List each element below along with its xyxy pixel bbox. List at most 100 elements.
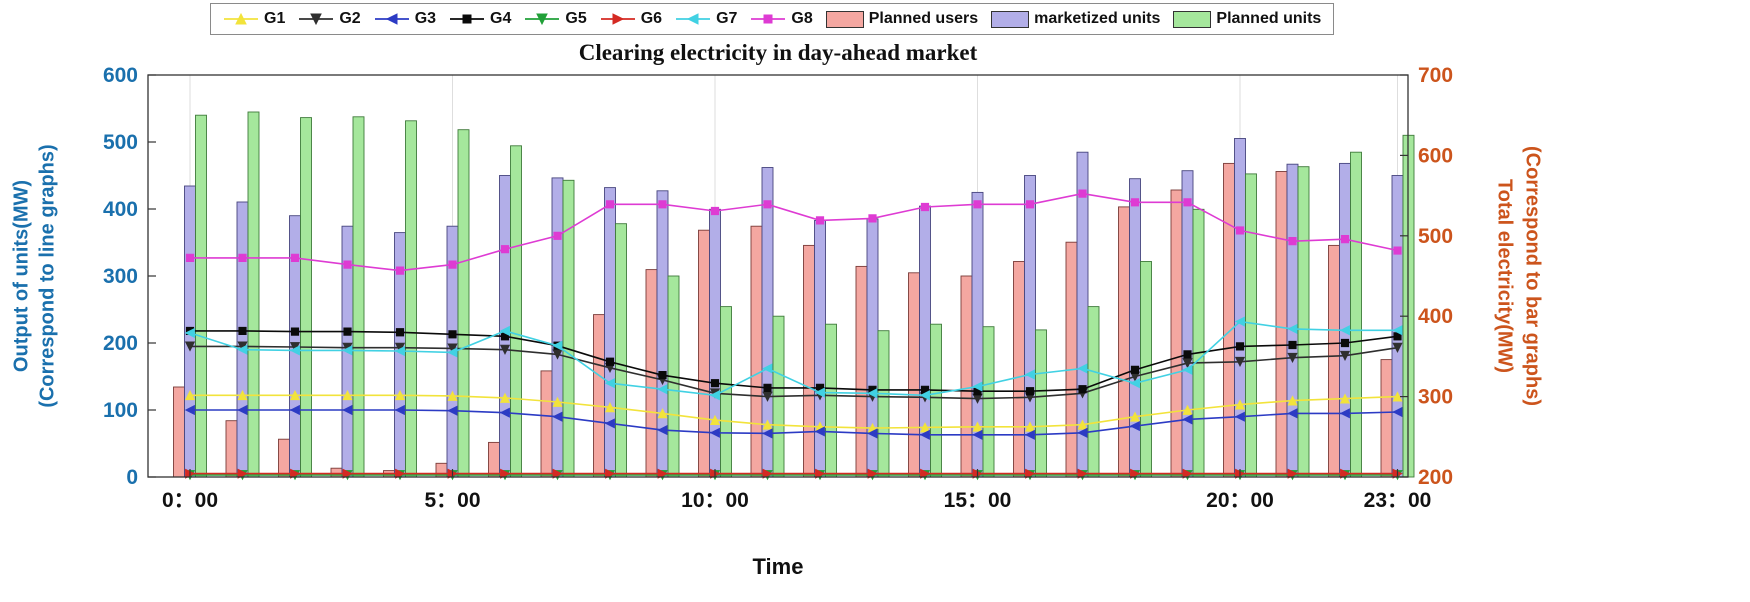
triangle-right-marker-icon bbox=[1130, 468, 1141, 479]
bar bbox=[352, 116, 365, 478]
triangle-left-marker-icon bbox=[447, 347, 458, 358]
g6-triangle-right-icon bbox=[600, 13, 635, 25]
bar bbox=[960, 275, 973, 478]
triangle-up-marker-icon bbox=[1287, 395, 1298, 406]
bar bbox=[225, 420, 238, 478]
triangle-left-marker-icon bbox=[709, 390, 720, 401]
g4-square-icon bbox=[450, 14, 485, 24]
triangle-left-marker-icon bbox=[1182, 414, 1193, 425]
square-marker-icon bbox=[1130, 198, 1140, 207]
triangle-up-marker-icon bbox=[919, 422, 931, 433]
g1-triangle-up-icon bbox=[224, 12, 258, 25]
legend-item-g4: G4 bbox=[449, 10, 511, 28]
line-path bbox=[190, 409, 1398, 436]
triangle-left-marker-icon bbox=[394, 404, 405, 416]
triangle-right-marker-icon bbox=[342, 468, 353, 479]
square-marker-icon bbox=[395, 266, 405, 275]
square-marker-icon bbox=[1183, 198, 1192, 207]
line-G2 bbox=[184, 341, 1403, 404]
legend-item-g5: G5 bbox=[524, 10, 587, 28]
triangle-left-marker-icon bbox=[657, 425, 668, 436]
triangle-left-marker-icon bbox=[1024, 429, 1035, 440]
legend-label: Planned units bbox=[1216, 10, 1322, 27]
square-marker-icon bbox=[343, 327, 352, 336]
square-marker-icon bbox=[1025, 200, 1035, 209]
right-tick-label: 200 bbox=[1418, 466, 1453, 489]
line-G3 bbox=[184, 404, 1403, 440]
triangle-left-marker-icon bbox=[1077, 427, 1088, 438]
bar bbox=[908, 272, 920, 478]
triangle-left-marker-icon bbox=[604, 378, 615, 389]
bar bbox=[1065, 241, 1078, 478]
square-marker-icon bbox=[1340, 338, 1350, 348]
square-marker-icon bbox=[238, 326, 247, 336]
triangle-right-marker-icon bbox=[290, 468, 301, 479]
legend-item-g8: G8 bbox=[750, 10, 813, 28]
x-tick-label: 10：00 bbox=[681, 489, 749, 512]
triangle-left-marker-icon bbox=[1339, 325, 1350, 336]
legend-item-g2: G2 bbox=[298, 10, 361, 28]
bar bbox=[1275, 171, 1288, 478]
square-marker-icon bbox=[815, 216, 825, 225]
left-tick-label: 100 bbox=[103, 399, 138, 422]
triangle-left-marker-icon bbox=[1234, 411, 1245, 422]
triangle-down-marker-icon bbox=[1339, 350, 1351, 362]
triangle-left-marker-icon bbox=[762, 363, 773, 374]
bar bbox=[173, 386, 185, 478]
triangle-right-marker-icon bbox=[1287, 468, 1298, 479]
g3-triangle-left-icon bbox=[374, 13, 409, 25]
triangle-left-marker-icon bbox=[499, 407, 510, 418]
triangle-left-marker-icon bbox=[1129, 420, 1140, 432]
triangle-left-marker-icon bbox=[394, 345, 405, 357]
triangle-up-marker-icon bbox=[604, 402, 616, 413]
bar bbox=[1129, 178, 1141, 478]
legend-item-g7: G7 bbox=[675, 10, 737, 28]
square-marker-icon bbox=[448, 260, 457, 269]
line-path bbox=[190, 192, 1398, 272]
legend: G1 G2 G3 G4 G5 G6 G7 G8 Planned users marketized … bbox=[210, 3, 1335, 35]
bar bbox=[855, 265, 868, 478]
line-G4 bbox=[185, 326, 1402, 396]
g7-triangle-left-icon bbox=[676, 13, 711, 25]
left-tick-label: 200 bbox=[103, 332, 138, 355]
legend-item-marketized-units: marketized units bbox=[991, 10, 1160, 28]
square-marker-icon bbox=[605, 200, 615, 209]
triangle-up-marker-icon bbox=[184, 389, 196, 401]
triangle-up-marker-icon bbox=[1129, 411, 1141, 422]
square-marker-icon bbox=[1130, 365, 1140, 374]
bar bbox=[982, 326, 995, 478]
triangle-left-marker-icon bbox=[709, 427, 720, 438]
x-tick-label: 0：00 bbox=[162, 489, 218, 512]
triangle-left-marker-icon bbox=[1287, 408, 1298, 419]
right-axis-title-line2: (Correspond to bar graphs) bbox=[1521, 145, 1544, 407]
triangle-up-marker-icon bbox=[342, 389, 353, 401]
triangle-left-marker-icon bbox=[1077, 363, 1088, 374]
triangle-left-marker-icon bbox=[1129, 378, 1140, 389]
triangle-down-marker-icon bbox=[499, 344, 511, 355]
triangle-down-marker-icon bbox=[184, 341, 196, 352]
square-marker-icon bbox=[343, 260, 352, 269]
square-marker-icon bbox=[290, 253, 300, 263]
triangle-right-marker-icon bbox=[867, 468, 878, 479]
triangle-left-marker-icon bbox=[1392, 325, 1403, 336]
triangle-left-marker-icon bbox=[972, 381, 983, 392]
triangle-left-marker-icon bbox=[499, 325, 510, 337]
g5-triangle-down-icon bbox=[525, 13, 560, 26]
bar bbox=[1339, 162, 1351, 478]
g2-triangle-down-icon bbox=[299, 13, 334, 26]
triangle-left-marker-icon bbox=[289, 345, 300, 356]
legend-label: G8 bbox=[791, 10, 813, 27]
legend-item-planned-users: Planned users bbox=[825, 10, 978, 28]
square-marker-icon bbox=[658, 371, 667, 380]
legend-item-planned-units: Planned units bbox=[1173, 10, 1321, 28]
line-G5 bbox=[184, 470, 1403, 481]
triangle-right-marker-icon bbox=[552, 468, 563, 479]
chart-title: Clearing electricity in day-ahead market bbox=[578, 40, 978, 65]
line-path bbox=[190, 394, 1398, 429]
x-tick-label: 20：00 bbox=[1206, 489, 1274, 512]
square-marker-icon bbox=[1078, 385, 1087, 394]
g8-square-icon bbox=[751, 14, 786, 24]
triangle-down-marker-icon bbox=[1392, 342, 1403, 353]
triangle-up-marker-icon bbox=[1182, 404, 1193, 415]
